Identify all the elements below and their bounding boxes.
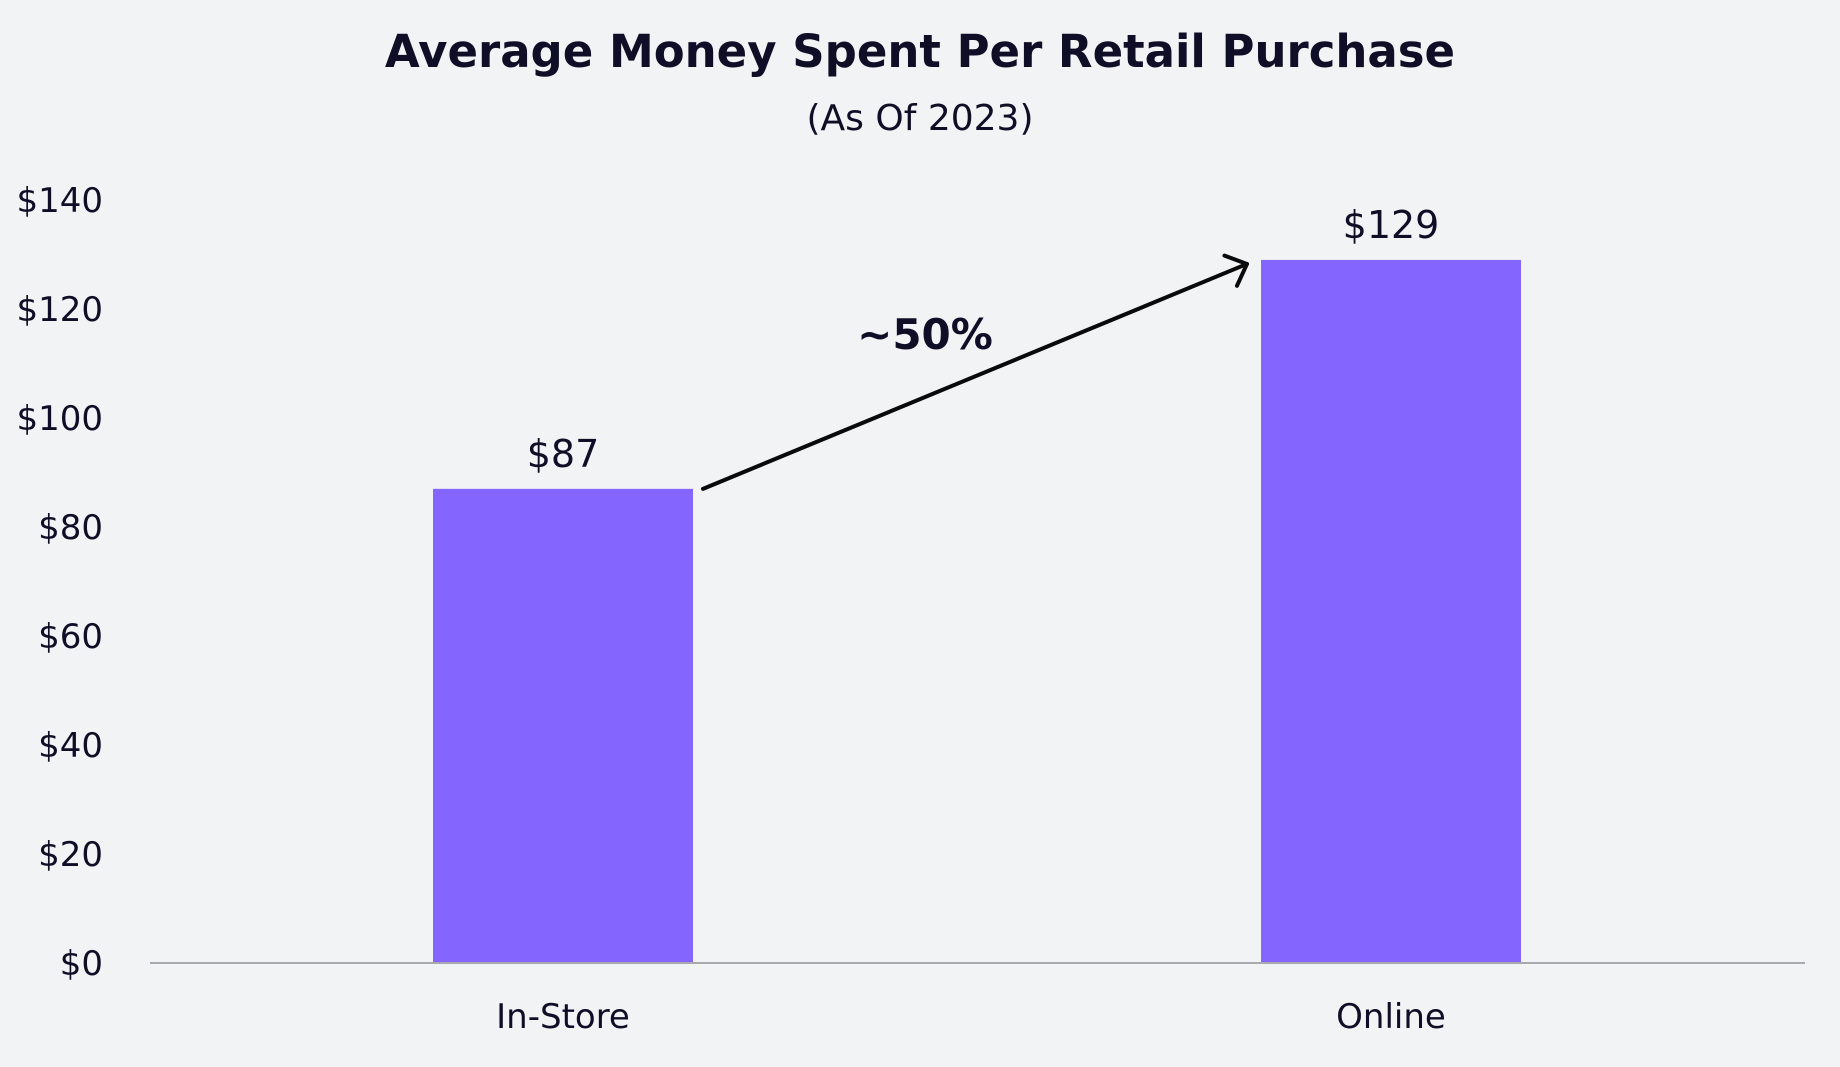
data-label: $129 bbox=[1343, 203, 1440, 247]
y-tick-label: $80 bbox=[38, 508, 103, 548]
bar-online bbox=[1261, 259, 1521, 963]
x-tick-label: In-Store bbox=[496, 997, 630, 1037]
y-axis-ticks: $0 $20 $40 $60 $80 $100 $120 $140 bbox=[16, 181, 103, 984]
bars bbox=[433, 259, 1521, 963]
chart-subtitle: (As Of 2023) bbox=[807, 98, 1034, 139]
x-axis-labels: In-Store Online bbox=[496, 997, 1446, 1037]
y-tick-label: $60 bbox=[38, 617, 103, 657]
y-tick-label: $20 bbox=[38, 835, 103, 875]
data-label: $87 bbox=[527, 432, 600, 476]
y-tick-label: $100 bbox=[16, 399, 103, 439]
y-tick-label: $140 bbox=[16, 181, 103, 221]
y-tick-label: $0 bbox=[60, 944, 103, 984]
arrow-head-icon bbox=[1222, 253, 1249, 288]
bar-in-store bbox=[433, 488, 693, 963]
arrow-shaft bbox=[701, 261, 1249, 491]
x-tick-label: Online bbox=[1336, 997, 1446, 1037]
growth-label: ~50% bbox=[857, 310, 993, 359]
chart-title: Average Money Spent Per Retail Purchase bbox=[385, 25, 1455, 78]
data-labels: $87 $129 bbox=[527, 203, 1440, 476]
growth-annotation: ~50% bbox=[701, 253, 1249, 491]
y-tick-label: $40 bbox=[38, 726, 103, 766]
y-tick-label: $120 bbox=[16, 290, 103, 330]
